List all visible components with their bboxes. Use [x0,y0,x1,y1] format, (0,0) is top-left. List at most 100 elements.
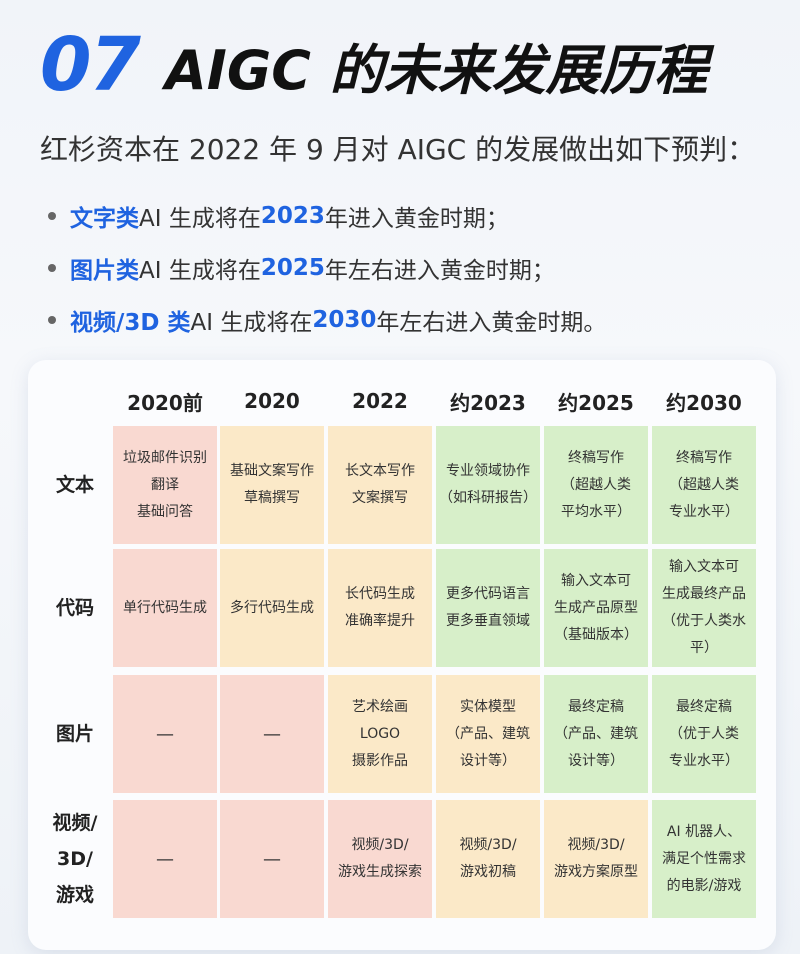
table-cell: 最终定稿 （优于人类专业水平） [652,675,756,793]
cell-text: 长文本写作 [345,463,415,479]
cell-text: 艺术绘画 [352,698,408,715]
cell-text: 设计等） [568,752,624,769]
bullet-text: 年进入黄金时期； [324,206,509,232]
cell-text: 草稿撰写 [244,490,300,506]
row-header: 视频/3D/游戏 [40,800,110,918]
cell-text: （超越人类 [561,476,631,493]
row-header-line: 代码 [55,597,94,619]
column-header: 2020 [244,389,300,413]
cell-text: 多行代码生成 [230,599,314,616]
cell-text: 视频/3D/ [567,837,625,853]
bullet-highlight: 图片类 [70,258,139,284]
cell-text: 游戏生成探索 [338,864,422,880]
prediction-list: 文字类 AI 生成将在 2023 年进入黄金时期； 图片类 AI 生成将在 20… [48,190,606,346]
cell-text: 文案撰写 [352,490,408,506]
bullet-highlight: 文字类 [70,206,139,232]
column-header: 约2023 [450,390,526,415]
list-item: 视频/3D 类 AI 生成将在 2030 年左右进入黄金时期。 [48,294,606,346]
cell-text: 的电影/游戏 [666,877,742,894]
cell-text: （优于人类水平） [662,613,746,656]
empty-dash: — [156,723,174,745]
table-cell: 艺术绘画 LOGO 摄影作品 [328,675,432,793]
cell-text: 专业领域协作 [446,463,530,479]
cell-text: 生成最终产品 [662,586,746,602]
table-cell: 单行代码生成 [113,549,217,667]
table-cell: 最终定稿 （产品、建筑 设计等） [544,675,648,793]
table-cell: — [220,800,324,918]
cell-text: 专业水平） [669,752,739,769]
cell-text: 游戏方案原型 [554,864,638,880]
section-number: 07 [40,22,141,108]
list-item: 文字类 AI 生成将在 2023 年进入黄金时期； [48,190,606,242]
table-cell: 长文本写作 文案撰写 [328,426,432,544]
cell-text: 输入文本可 [561,572,631,589]
table-cell: AI 机器人、 满足个性需求 的电影/游戏 [652,800,756,918]
cell-text: 单行代码生成 [123,599,207,616]
bullet-text: 年左右进入黄金时期。 [376,310,607,336]
table-cell: 视频/3D/游戏初稿 [436,800,540,918]
table-cell: — [113,675,217,793]
bullet-dot-icon [48,212,56,220]
cell-text: 输入文本可 [669,559,739,575]
row-header-line: 游戏 [55,884,94,906]
bullet-text: AI 生成将在 [139,206,261,232]
cell-text: 长代码生成 [345,586,415,602]
cell-text: 平均水平） [561,503,631,520]
empty-dash: — [263,723,281,745]
table-cell: 输入文本可生成产品原型 （基础版本） [544,549,648,667]
cell-text: 垃圾邮件识别 [123,449,207,466]
list-item: 图片类 AI 生成将在 2025 年左右进入黄金时期； [48,242,606,294]
column-header: 约2025 [558,390,634,415]
bullet-year: 2030 [312,307,377,333]
cell-text: 终稿写作 [568,449,624,466]
cell-text: 准确率提升 [345,613,415,629]
table-cell: — [113,800,217,918]
cell-text: 生成产品原型 [554,599,638,616]
bullet-text: 年左右进入黄金时期； [324,258,555,284]
empty-dash: — [156,848,174,870]
table-cell: 终稿写作 （超越人类平均水平） [544,426,648,544]
cell-text: （产品、建筑 [446,725,530,742]
bullet-text: AI 生成将在 [190,310,313,336]
table-cell: 实体模型 （产品、建筑 设计等） [436,675,540,793]
cell-text: 实体模型 [460,698,516,715]
row-header-line: 图片 [55,723,94,745]
cell-text: 视频/3D/ [459,837,517,853]
table-cell: 垃圾邮件识别 翻译 基础问答 [113,426,217,544]
intro-text: 红杉资本在 2022 年 9 月对 AIGC 的发展做出如下预判： [40,133,756,166]
row-header: 图片 [40,675,110,793]
row-header-line: 3D/ [57,848,93,870]
bullet-year: 2025 [260,255,325,281]
table-cell: 长代码生成准确率提升 [328,549,432,667]
bullet-year: 2023 [260,203,325,229]
cell-text: 基础文案写作 [230,463,314,479]
table-cell: 终稿写作 （超越人类专业水平） [652,426,756,544]
cell-text: （基础版本） [554,626,638,643]
column-header: 约2030 [666,390,742,415]
cell-text: AI 机器人、 [666,823,742,840]
cell-text: 视频/3D/ [351,837,409,853]
cell-text: （超越人类 [669,476,739,493]
column-header: 2020前 [127,390,203,415]
cell-text: （产品、建筑 [554,725,638,742]
cell-text: （优于人类 [669,725,739,742]
page-title: AIGC 的未来发展历程 [164,38,708,102]
empty-dash: — [263,848,281,870]
cell-text: 设计等） [460,752,516,769]
bullet-highlight: 视频/3D 类 [70,310,191,336]
row-header: 文本 [40,426,110,544]
cell-text: 终稿写作 [676,449,732,466]
table-cell: 视频/3D/游戏方案原型 [544,800,648,918]
cell-text: 专业水平） [669,503,739,520]
row-header-line: 文本 [55,474,94,496]
cell-text: 最终定稿 [676,698,732,715]
row-header: 代码 [40,549,110,667]
table-cell: 视频/3D/游戏生成探索 [328,800,432,918]
table-cell: 多行代码生成 [220,549,324,667]
cell-text: 最终定稿 [568,698,624,715]
bullet-dot-icon [48,264,56,272]
header: 07 AIGC 的未来发展历程 [40,20,708,110]
cell-text: 翻译 [151,476,179,493]
table-cell: 输入文本可生成最终产品 （优于人类水平） [652,549,756,667]
cell-text: （如科研报告） [439,490,537,506]
